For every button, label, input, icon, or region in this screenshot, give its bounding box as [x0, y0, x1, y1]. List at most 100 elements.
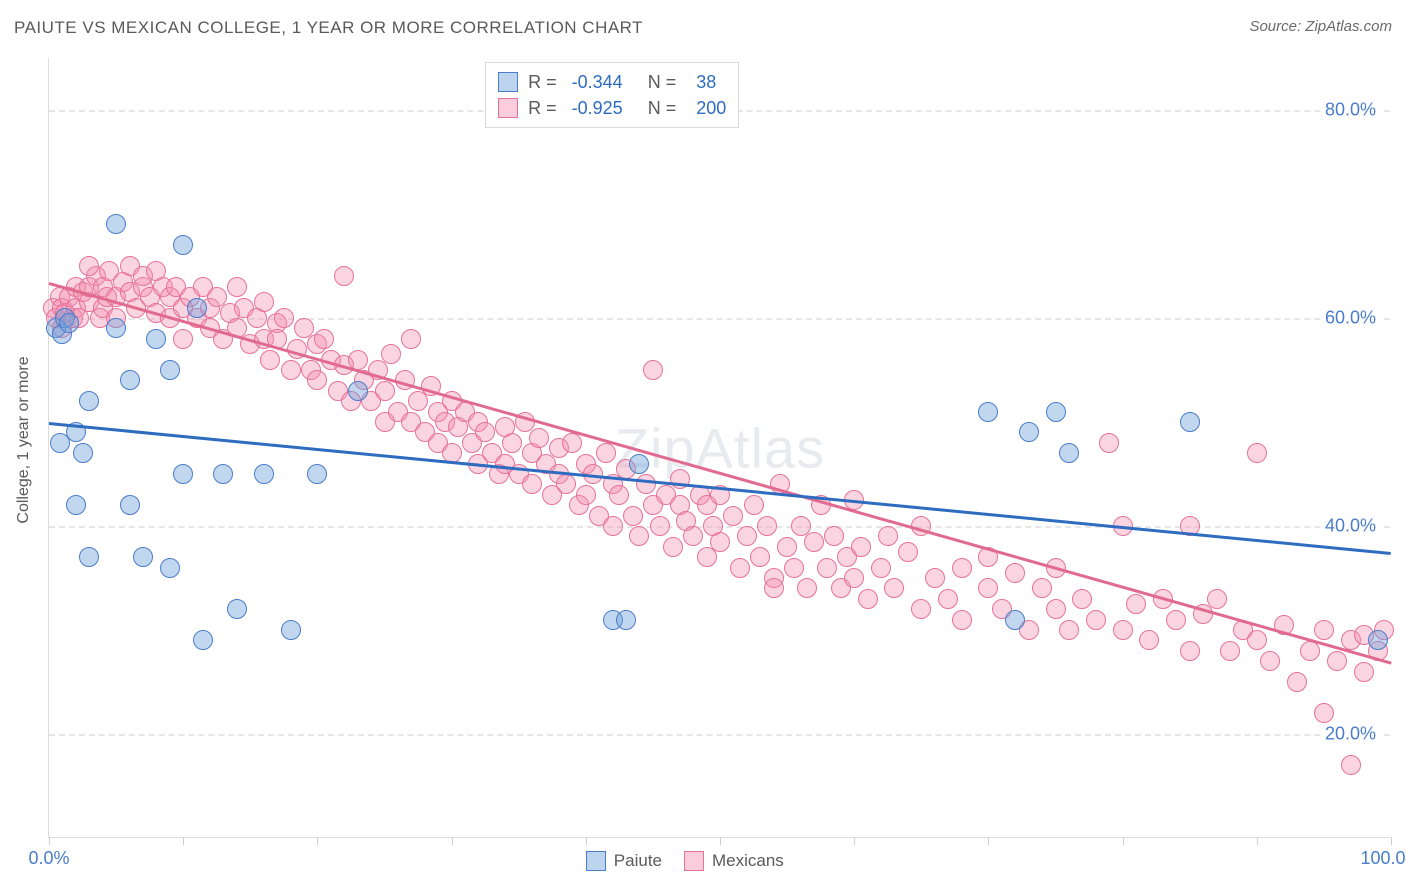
- data-point-mexicans: [898, 542, 918, 562]
- data-point-mexicans: [878, 526, 898, 546]
- x-tick: [854, 837, 855, 845]
- data-point-mexicans: [884, 578, 904, 598]
- data-point-paiute: [1019, 422, 1039, 442]
- data-point-mexicans: [1287, 672, 1307, 692]
- data-point-mexicans: [254, 292, 274, 312]
- x-tick-label: 0.0%: [28, 848, 69, 869]
- data-point-paiute: [146, 329, 166, 349]
- data-point-paiute: [307, 464, 327, 484]
- data-point-mexicans: [623, 506, 643, 526]
- data-point-mexicans: [562, 433, 582, 453]
- data-point-paiute: [133, 547, 153, 567]
- data-point-mexicans: [529, 428, 549, 448]
- header: PAIUTE VS MEXICAN COLLEGE, 1 YEAR OR MOR…: [14, 18, 1392, 38]
- gridline: [49, 734, 1390, 736]
- data-point-mexicans: [1260, 651, 1280, 671]
- data-point-paiute: [1059, 443, 1079, 463]
- stats-r-value: -0.925: [572, 95, 623, 121]
- data-point-mexicans: [844, 568, 864, 588]
- scatter-plot: 20.0%40.0%60.0%80.0%0.0%100.0%ZipAtlasR …: [48, 58, 1390, 838]
- data-point-mexicans: [1247, 630, 1267, 650]
- data-point-mexicans: [1300, 641, 1320, 661]
- data-point-mexicans: [475, 422, 495, 442]
- data-point-mexicans: [1341, 755, 1361, 775]
- data-point-mexicans: [871, 558, 891, 578]
- x-tick: [1391, 837, 1392, 845]
- data-point-paiute: [173, 235, 193, 255]
- source-label: Source: ZipAtlas.com: [1249, 18, 1392, 35]
- data-point-mexicans: [643, 360, 663, 380]
- data-point-paiute: [187, 298, 207, 318]
- legend-swatch: [498, 98, 518, 118]
- data-point-paiute: [73, 443, 93, 463]
- legend-swatch: [684, 851, 704, 871]
- data-point-mexicans: [502, 433, 522, 453]
- legend-label: Paiute: [614, 851, 662, 871]
- data-point-mexicans: [556, 474, 576, 494]
- data-point-mexicans: [281, 360, 301, 380]
- data-point-paiute: [106, 318, 126, 338]
- legend-item: Paiute: [586, 851, 662, 871]
- data-point-mexicans: [804, 532, 824, 552]
- data-point-mexicans: [911, 599, 931, 619]
- x-tick: [988, 837, 989, 845]
- data-point-mexicans: [797, 578, 817, 598]
- stats-row: R = -0.344 N = 38: [498, 69, 726, 95]
- stats-legend: R = -0.344 N = 38R = -0.925 N = 200: [485, 62, 739, 128]
- data-point-mexicans: [1207, 589, 1227, 609]
- data-point-mexicans: [1354, 662, 1374, 682]
- x-tick-label: 100.0%: [1360, 848, 1406, 869]
- data-point-mexicans: [636, 474, 656, 494]
- data-point-paiute: [193, 630, 213, 650]
- data-point-paiute: [978, 402, 998, 422]
- data-point-paiute: [120, 370, 140, 390]
- data-point-mexicans: [629, 526, 649, 546]
- data-point-mexicans: [650, 516, 670, 536]
- data-point-mexicans: [375, 381, 395, 401]
- data-point-paiute: [173, 464, 193, 484]
- data-point-mexicans: [663, 537, 683, 557]
- data-point-mexicans: [1180, 641, 1200, 661]
- stats-r-value: -0.344: [572, 69, 623, 95]
- stats-n-value: 38: [691, 69, 716, 95]
- data-point-mexicans: [851, 537, 871, 557]
- x-tick: [1257, 837, 1258, 845]
- data-point-mexicans: [522, 474, 542, 494]
- data-point-paiute: [213, 464, 233, 484]
- data-point-mexicans: [1005, 563, 1025, 583]
- data-point-mexicans: [1099, 433, 1119, 453]
- x-tick: [452, 837, 453, 845]
- data-point-mexicans: [1314, 620, 1334, 640]
- data-point-mexicans: [723, 506, 743, 526]
- data-point-mexicans: [952, 610, 972, 630]
- data-point-paiute: [120, 495, 140, 515]
- chart-title: PAIUTE VS MEXICAN COLLEGE, 1 YEAR OR MOR…: [14, 18, 643, 38]
- stats-label: N =: [633, 95, 682, 121]
- x-tick: [317, 837, 318, 845]
- data-point-mexicans: [381, 344, 401, 364]
- y-tick-label: 60.0%: [1321, 308, 1380, 329]
- legend-swatch: [498, 72, 518, 92]
- data-point-mexicans: [1247, 443, 1267, 463]
- data-point-paiute: [1180, 412, 1200, 432]
- x-tick: [1123, 837, 1124, 845]
- data-point-paiute: [1005, 610, 1025, 630]
- data-point-paiute: [616, 610, 636, 630]
- y-tick-label: 40.0%: [1321, 516, 1380, 537]
- data-point-paiute: [79, 547, 99, 567]
- data-point-paiute: [106, 214, 126, 234]
- data-point-mexicans: [750, 547, 770, 567]
- data-point-paiute: [66, 495, 86, 515]
- legend-item: Mexicans: [684, 851, 784, 871]
- data-point-mexicans: [401, 329, 421, 349]
- y-axis-title: College, 1 year or more: [15, 356, 33, 523]
- data-point-mexicans: [1139, 630, 1159, 650]
- data-point-mexicans: [596, 443, 616, 463]
- data-point-mexicans: [260, 350, 280, 370]
- data-point-mexicans: [227, 277, 247, 297]
- data-point-mexicans: [710, 532, 730, 552]
- data-point-paiute: [281, 620, 301, 640]
- data-point-paiute: [629, 454, 649, 474]
- data-point-mexicans: [683, 526, 703, 546]
- data-point-mexicans: [744, 495, 764, 515]
